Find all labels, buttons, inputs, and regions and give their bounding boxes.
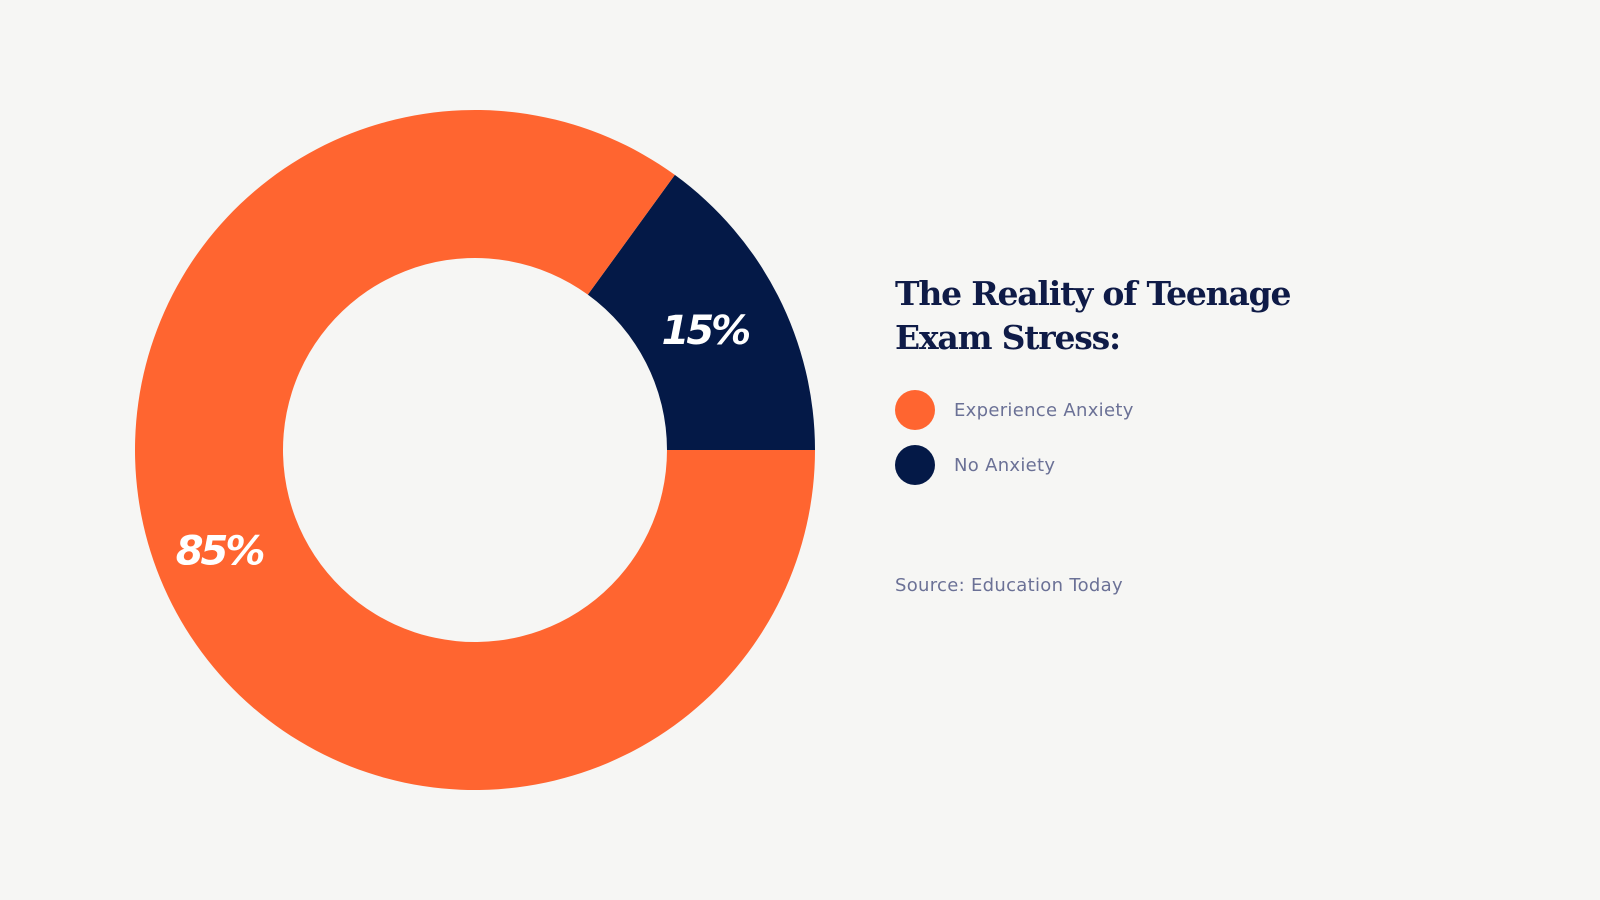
donut-label-experience-anxiety: 85% [176,528,264,574]
legend-item-experience-anxiety: Experience Anxiety [895,390,1415,430]
donut-slices [135,109,815,790]
donut-slice-labels: 15% 85% [176,308,752,575]
legend-item-no-anxiety: No Anxiety [895,445,1415,485]
chart-legend: Experience Anxiety No Anxiety [895,390,1415,485]
legend-swatch-no-anxiety [895,445,935,485]
donut-slice-no-anxiety [587,174,815,451]
donut-chart: 15% 85% [135,109,815,790]
chart-source: Source: Education Today [895,575,1123,596]
donut-slice-experience-anxiety [135,109,815,790]
chart-title-line-2: Exam Stress: [895,318,1121,357]
legend-label-no-anxiety: No Anxiety [954,454,1056,476]
chart-title: The Reality of Teenage Exam Stress: [895,272,1415,360]
chart-title-line-1: The Reality of Teenage [895,274,1292,313]
legend-swatch-experience-anxiety [895,390,935,430]
donut-label-no-anxiety: 15% [662,308,750,354]
legend-label-experience-anxiety: Experience Anxiety [954,399,1134,421]
chart-info-panel: The Reality of Teenage Exam Stress: Expe… [895,272,1415,596]
